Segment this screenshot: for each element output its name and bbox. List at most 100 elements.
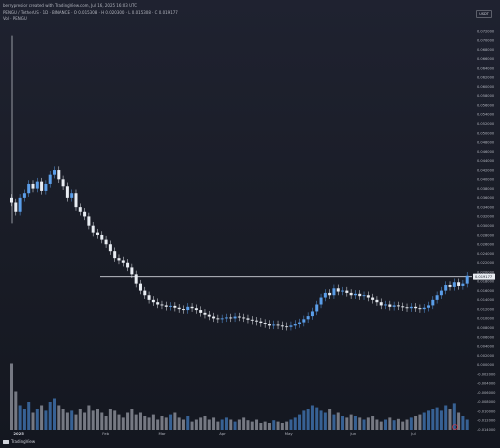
candle-body (435, 295, 439, 300)
candle-body (465, 275, 469, 284)
volume-bar (336, 412, 340, 430)
price-axis-tick-label: 0.042000 (477, 168, 495, 172)
time-axis-tick-label: May (285, 431, 294, 436)
volume-bar (130, 409, 134, 430)
candle-body (439, 290, 443, 296)
price-axis-tick-label: 0.028000 (477, 233, 495, 237)
volume-bar (169, 414, 173, 430)
price-axis-tick-label: 0.062000 (477, 76, 495, 80)
candle-body (70, 193, 74, 198)
volume-bar (52, 398, 56, 430)
volume-bar (156, 419, 160, 430)
volume-bar (164, 417, 168, 430)
volume-bar (409, 417, 413, 430)
candle-body (336, 288, 340, 292)
price-axis-tick-label: 0.040000 (477, 178, 495, 182)
symbol-legend[interactable]: PENGU / TetherUS · 1D · BINANCE · O 0.01… (3, 10, 178, 15)
volume-legend[interactable]: Vol · PENGU (3, 16, 27, 21)
volume-bar (74, 414, 78, 430)
price-axis-tick-label: -0.012000 (477, 419, 496, 423)
candle-body (121, 260, 125, 263)
price-axis-tick-label: 0.058000 (477, 94, 495, 98)
candle-body (10, 197, 14, 203)
volume-bar (332, 414, 336, 430)
candle-body (401, 306, 405, 308)
volume-bar (108, 409, 112, 430)
volume-bar (27, 402, 31, 430)
price-axis-tick-label: 0.008000 (477, 326, 495, 330)
candle-body (267, 323, 271, 326)
volume-bar (100, 412, 104, 430)
price-axis-tick-label: -0.004000 (477, 382, 496, 386)
candle-body (160, 304, 164, 306)
candle-body (117, 258, 121, 261)
price-axis-tick-label: 0.022000 (477, 261, 495, 265)
candle-body (65, 186, 69, 198)
candle-body (224, 317, 228, 319)
volume-bar (366, 417, 370, 430)
price-axis-tick-label: 0.010000 (477, 317, 495, 321)
candle-body (44, 183, 48, 191)
candle-body (147, 295, 151, 300)
volume-bar (384, 419, 388, 430)
candle-body (396, 305, 400, 307)
volume-bar (341, 416, 345, 430)
candle-body (405, 307, 409, 309)
volume-bar (83, 412, 87, 430)
candle-body (233, 316, 237, 319)
volume-bar (199, 417, 203, 430)
chart-credit: berrypresior created with TradingView.co… (3, 3, 138, 8)
volume-bar (396, 418, 400, 430)
candle-body (272, 324, 276, 326)
candle-body (323, 292, 327, 298)
time-axis-tick-label: Apr (219, 431, 226, 436)
volume-bar (220, 419, 224, 430)
price-axis-tick-label: 0.016000 (477, 289, 495, 293)
price-axis-tick-label: -0.006000 (477, 391, 496, 395)
candle-body (246, 318, 250, 320)
candle-body (87, 216, 91, 226)
candle-body (173, 305, 177, 308)
volume-bar (328, 409, 332, 430)
volume-bar (194, 419, 198, 430)
price-axis-tick-label: 0.036000 (477, 196, 495, 200)
price-axis-tick-label: -0.008000 (477, 400, 496, 404)
price-axis-tick-label: 0.006000 (477, 335, 495, 339)
price-axis-tick-label: 0.056000 (477, 103, 495, 107)
time-axis-tick-label: Mar (158, 431, 166, 436)
volume-bar (457, 412, 461, 430)
tradingview-brand: TradingView (3, 439, 35, 444)
candle-body (332, 288, 336, 296)
volume-bar (190, 421, 194, 430)
candle-body (57, 170, 61, 180)
candle-body (164, 305, 168, 307)
candle-body (422, 307, 426, 310)
volume-bar (427, 410, 431, 430)
volume-bar (263, 421, 267, 430)
candle-body (388, 304, 392, 307)
volume-bar (298, 414, 302, 430)
price-axis-tick-label: 0.034000 (477, 205, 495, 209)
candle-body (375, 299, 379, 303)
volume-bar (345, 417, 349, 430)
candle-body (444, 285, 448, 291)
volume-bar (448, 409, 452, 430)
volume-bar (293, 417, 297, 430)
currency-unit-badge[interactable]: USDT (476, 10, 492, 18)
event-marker-icon (452, 424, 458, 430)
candle-body (315, 304, 319, 312)
candle-body (130, 267, 134, 275)
volume-bar (95, 409, 99, 430)
candle-body (250, 319, 254, 321)
price-axis-tick-label: 0.038000 (477, 187, 495, 191)
price-axis-tick-label: 0.044000 (477, 159, 495, 163)
volume-bar (379, 421, 383, 430)
price-axis-tick-label: 0.024000 (477, 252, 495, 256)
candle-body (255, 320, 259, 322)
brand-label: TradingView (11, 439, 36, 444)
volume-bar (414, 416, 418, 430)
volume-bar (237, 419, 241, 430)
candle-body (113, 251, 117, 259)
candle-body (138, 283, 142, 291)
